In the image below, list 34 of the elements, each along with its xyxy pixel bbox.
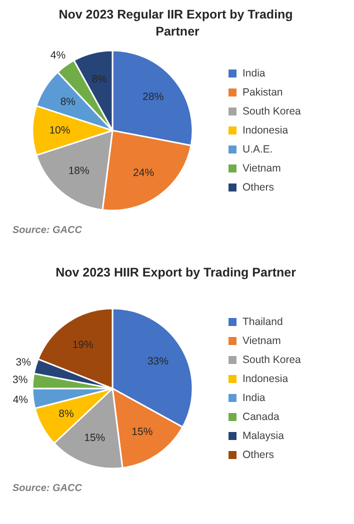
data-label: 33% [147,356,168,368]
data-label: 24% [133,167,154,180]
data-label: 4% [50,49,66,62]
legend-label: Pakistan [242,86,283,98]
legend-label: South Korea [242,106,302,118]
data-label: 18% [68,165,90,178]
legend-label: Malaysia [242,430,284,442]
legend-label: Thailand [242,316,283,328]
legend-label: Others [242,182,274,194]
legend-label: Indonesia [242,373,288,385]
data-label: 10% [49,124,70,136]
data-label: 8% [60,96,76,108]
legend-label: South Korea [242,354,302,366]
legend-label: Indonesia [242,124,288,136]
legend-label: Vietnam [242,162,282,174]
data-label: 8% [58,408,74,420]
legend-label: India [242,392,266,404]
data-label: 4% [12,394,28,406]
data-label: 19% [72,338,94,351]
source-note: Source: GACC [12,483,83,494]
legend-label: Others [242,449,274,461]
data-label: 3% [16,356,31,369]
chart-title: Nov 2023 Regular IIR Export by Trading Partner [58,8,293,38]
legend-label: Vietnam [242,335,282,347]
data-label: 15% [84,432,106,444]
legend-label: Canada [242,411,280,423]
data-label: 28% [142,90,164,103]
data-label: 3% [12,374,28,386]
legend-label: India [242,68,266,80]
legend-label: U.A.E. [242,144,273,156]
data-label: 15% [132,426,153,438]
source-note: Source: GACC [12,225,83,236]
data-label: 8% [92,73,107,86]
chart-title: Nov 2023 HIIR Export by Trading Partner [56,266,296,280]
